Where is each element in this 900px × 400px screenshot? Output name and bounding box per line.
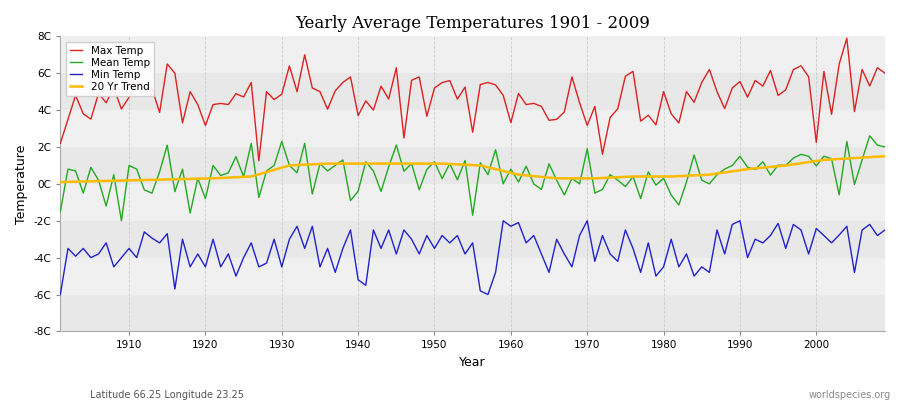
Bar xyxy=(60,36,885,73)
Mean Temp xyxy=(605,172,616,177)
Text: worldspecies.org: worldspecies.org xyxy=(809,390,891,400)
20 Yr Trend xyxy=(284,163,295,168)
Min Temp xyxy=(879,228,890,232)
20 Yr Trend xyxy=(506,170,517,175)
Min Temp xyxy=(116,255,127,260)
Max Temp xyxy=(116,106,127,111)
20 Yr Trend xyxy=(498,168,508,173)
Max Temp xyxy=(605,115,616,120)
Min Temp xyxy=(513,220,524,225)
Legend: Max Temp, Mean Temp, Min Temp, 20 Yr Trend: Max Temp, Mean Temp, Min Temp, 20 Yr Tre… xyxy=(66,42,154,96)
Line: Mean Temp: Mean Temp xyxy=(60,136,885,221)
20 Yr Trend xyxy=(597,176,608,180)
Min Temp xyxy=(284,237,295,242)
Mean Temp xyxy=(116,218,127,223)
Line: 20 Yr Trend: 20 Yr Trend xyxy=(60,156,885,182)
20 Yr Trend xyxy=(879,154,890,159)
Bar xyxy=(60,73,885,110)
Mean Temp xyxy=(55,209,66,214)
Mean Temp xyxy=(292,170,302,175)
Mean Temp xyxy=(879,144,890,149)
Max Temp xyxy=(254,158,265,163)
Mean Temp xyxy=(864,134,875,138)
Line: Max Temp: Max Temp xyxy=(60,38,885,161)
20 Yr Trend xyxy=(116,178,127,183)
Max Temp xyxy=(292,89,302,94)
20 Yr Trend xyxy=(329,161,340,166)
Bar xyxy=(60,184,885,221)
Mean Temp xyxy=(338,158,348,162)
Max Temp xyxy=(879,71,890,76)
Bar xyxy=(60,221,885,258)
Max Temp xyxy=(842,36,852,41)
Text: Latitude 66.25 Longitude 23.25: Latitude 66.25 Longitude 23.25 xyxy=(90,390,244,400)
Min Temp xyxy=(498,218,508,223)
Bar xyxy=(60,110,885,147)
Min Temp xyxy=(55,292,66,297)
Mean Temp xyxy=(123,163,134,168)
Y-axis label: Temperature: Temperature xyxy=(15,144,28,224)
Bar xyxy=(60,147,885,184)
Min Temp xyxy=(329,270,340,275)
Max Temp xyxy=(513,91,524,96)
Mean Temp xyxy=(506,167,517,172)
Max Temp xyxy=(338,80,348,85)
Title: Yearly Average Temperatures 1901 - 2009: Yearly Average Temperatures 1901 - 2009 xyxy=(295,15,650,32)
Bar xyxy=(60,258,885,294)
Max Temp xyxy=(55,141,66,146)
Min Temp xyxy=(605,252,616,256)
Min Temp xyxy=(506,224,517,229)
Bar xyxy=(60,294,885,332)
Line: Min Temp: Min Temp xyxy=(60,221,885,294)
Mean Temp xyxy=(513,180,524,184)
Max Temp xyxy=(506,120,517,125)
X-axis label: Year: Year xyxy=(459,356,486,369)
20 Yr Trend xyxy=(55,180,66,184)
